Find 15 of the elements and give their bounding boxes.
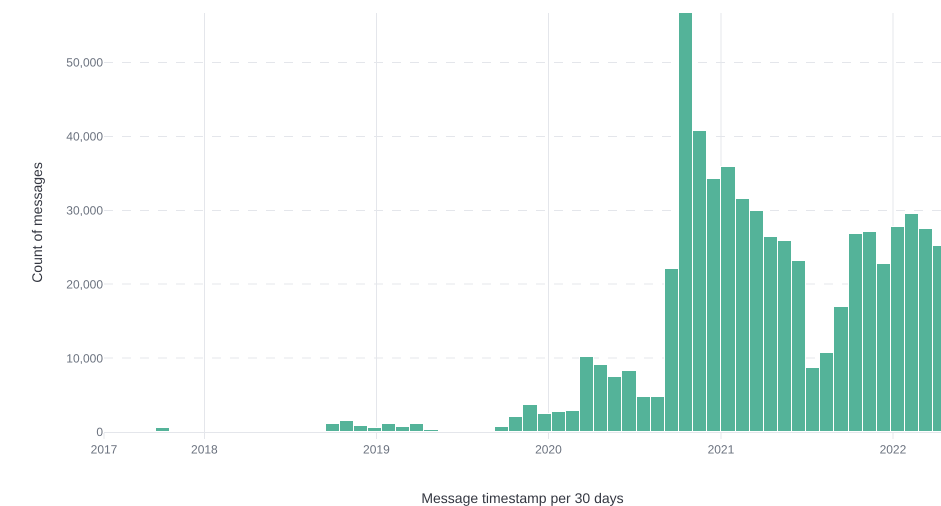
y-tick-label: 40,000 [66,130,104,144]
y-tick-label: 0 [96,425,104,440]
x-tick-label: 2019 [363,442,390,456]
y-tick-label: 50,000 [66,56,104,70]
x-tick-label: 2022 [880,442,907,456]
x-axis-title: Message timestamp per 30 days [421,490,624,506]
y-tick-label: 20,000 [66,277,104,292]
x-tick-label: 2021 [708,442,735,456]
x-tick-label: 2020 [535,442,562,456]
y-tick-label: 10,000 [66,351,104,366]
x-tick-label: 2017 [90,442,118,456]
x-tick-label: 2018 [191,442,218,456]
y-axis-title: Count of messages [28,162,45,283]
bar [155,427,170,432]
y-tick-label: 30,000 [66,204,104,218]
